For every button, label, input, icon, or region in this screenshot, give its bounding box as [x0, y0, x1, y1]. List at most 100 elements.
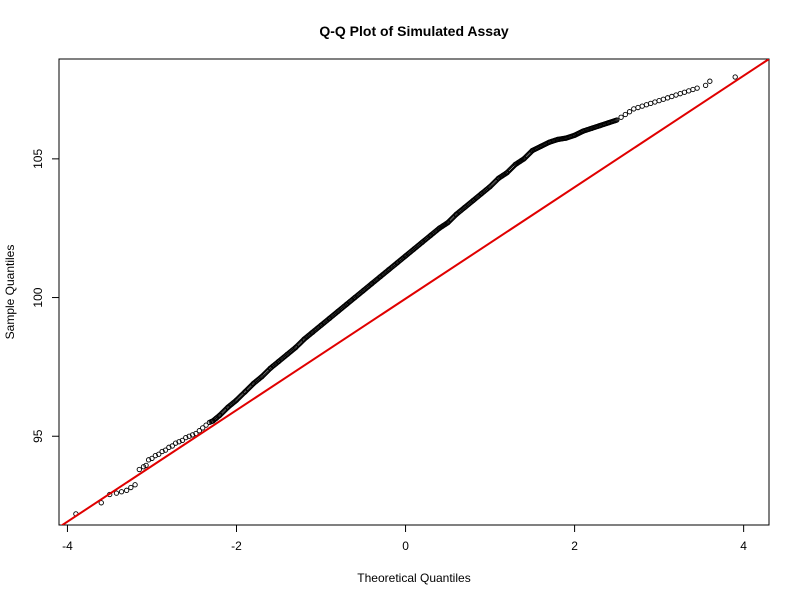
sample-point — [276, 358, 282, 364]
sample-point — [128, 484, 134, 491]
sample-point — [470, 197, 476, 204]
sample-point — [495, 175, 502, 181]
sample-point — [189, 432, 196, 438]
sample-point — [656, 97, 662, 104]
sample-point — [445, 220, 451, 226]
sample-point — [186, 433, 192, 439]
sample-point — [648, 100, 654, 107]
sample-point — [686, 88, 692, 94]
x-axis: -4 -2 0 2 4 — [62, 525, 747, 553]
sample-point — [588, 125, 595, 131]
x-tick-label: -4 — [62, 539, 73, 553]
sample-point — [677, 91, 683, 97]
sample-point — [233, 397, 240, 403]
sample-point — [203, 422, 209, 428]
sample-point — [635, 104, 641, 111]
sample-point — [563, 135, 569, 141]
sample-point — [162, 447, 169, 453]
sample-point — [343, 301, 350, 308]
sample-point — [193, 430, 199, 437]
sample-point — [707, 78, 713, 84]
sample-point — [159, 448, 165, 455]
reference-line — [60, 59, 769, 525]
sample-point — [597, 122, 603, 129]
sample-point — [326, 315, 333, 322]
sample-point — [335, 308, 341, 315]
sample-point — [462, 204, 468, 211]
sample-point — [132, 482, 138, 488]
sample-point — [660, 96, 666, 102]
sample-point — [200, 425, 206, 431]
sample-point — [512, 161, 519, 168]
sample-point — [690, 86, 696, 93]
sample-point — [318, 322, 324, 328]
sample-point — [385, 267, 392, 273]
sample-point — [225, 404, 231, 410]
sample-point — [664, 95, 671, 101]
sample-point — [643, 102, 650, 108]
sample-point — [259, 373, 265, 380]
sample-point — [143, 462, 149, 469]
sample-point — [123, 487, 130, 493]
sample-point — [453, 211, 459, 217]
sample-point — [98, 500, 104, 506]
sample-point — [626, 109, 633, 115]
sample-point — [136, 466, 142, 473]
reference-line-layer — [60, 59, 769, 525]
sample-point — [140, 464, 147, 470]
sample-point — [694, 85, 700, 91]
sample-point — [176, 439, 182, 445]
sample-point — [681, 89, 688, 95]
sample-point — [402, 253, 409, 259]
sample-point — [169, 443, 175, 449]
x-tick-label: 2 — [571, 539, 578, 553]
sample-point — [571, 132, 578, 138]
sample-point — [166, 444, 172, 450]
x-tick-label: 0 — [402, 539, 409, 553]
sample-point — [360, 287, 366, 294]
sample-point — [428, 232, 434, 238]
sample-point — [179, 437, 186, 444]
sample-point — [216, 412, 223, 419]
sample-point — [369, 281, 375, 287]
sample-point — [149, 455, 155, 462]
sample-point — [580, 128, 586, 134]
sample-point — [152, 453, 159, 459]
sample-point — [352, 294, 358, 301]
sample-point — [196, 428, 202, 434]
sample-point — [293, 344, 299, 351]
x-tick-label: 4 — [740, 539, 747, 553]
sample-point — [614, 117, 620, 123]
sample-point — [394, 260, 400, 266]
sample-point — [183, 434, 189, 441]
sample-point — [309, 329, 316, 335]
sample-point — [702, 82, 709, 89]
x-axis-title: Theoretical Quantiles — [357, 571, 470, 585]
sample-point — [618, 114, 624, 120]
sample-point — [242, 389, 248, 395]
sample-point — [652, 99, 658, 105]
sample-point — [210, 418, 216, 424]
chart-title: Q-Q Plot of Simulated Assay — [319, 23, 509, 39]
sample-point — [267, 365, 273, 371]
sample-point — [538, 143, 544, 150]
sample-point — [529, 147, 535, 154]
y-tick-label: 100 — [31, 287, 45, 307]
sample-point — [669, 93, 675, 100]
sample-point — [377, 274, 383, 280]
sample-point — [301, 336, 307, 342]
y-axis-title: Sample Quantiles — [3, 245, 17, 340]
sample-point — [631, 106, 637, 112]
sample-point — [172, 440, 179, 446]
sample-point — [478, 190, 485, 197]
sample-point — [521, 156, 527, 162]
y-axis: 95 100 105 — [31, 149, 59, 443]
x-tick-label: -2 — [231, 539, 242, 553]
sample-point — [113, 490, 120, 496]
y-tick-label: 105 — [31, 149, 45, 169]
sample-point — [419, 239, 426, 245]
y-tick-label: 95 — [31, 429, 45, 443]
sample-point — [622, 111, 628, 118]
